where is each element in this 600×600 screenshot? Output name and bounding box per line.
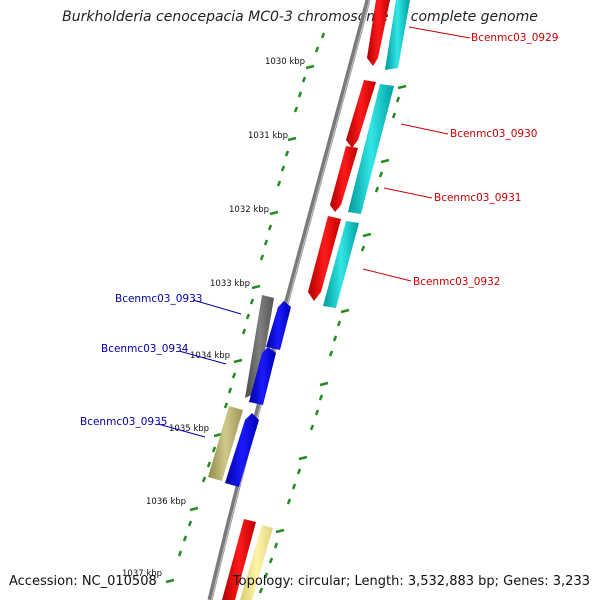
gene-arrow[interactable] xyxy=(330,146,358,212)
gene-label[interactable]: Bcenmc03_0930 xyxy=(450,128,537,140)
gene-arrow[interactable] xyxy=(367,0,390,66)
gene-arrow[interactable] xyxy=(222,519,256,600)
tick-label: 1036 kbp xyxy=(146,497,186,507)
gene-bar[interactable] xyxy=(323,221,359,308)
tick-label: 1030 kbp xyxy=(265,57,305,67)
gene-bar[interactable] xyxy=(240,525,273,600)
map-title: Burkholderia cenocepacia MC0-3 chromosom… xyxy=(62,9,538,25)
forward-cds-track xyxy=(222,0,390,600)
gene-bar[interactable] xyxy=(208,406,243,481)
outer-tick-ring xyxy=(165,32,326,584)
backbone-line xyxy=(207,0,371,600)
gene-bar[interactable] xyxy=(348,84,394,214)
left-gene-labels: Bcenmc03_0933 Bcenmc03_0934 Bcenmc03_093… xyxy=(80,293,242,438)
gene-label[interactable]: Bcenmc03_0935 xyxy=(80,416,167,428)
gene-arrow[interactable] xyxy=(346,80,376,148)
tick-label: 1035 kbp xyxy=(169,424,209,434)
tick-label: 1033 kbp xyxy=(210,279,250,289)
topology-text: Topology: circular; Length: 3,532,883 bp… xyxy=(232,574,590,589)
gene-arrow[interactable] xyxy=(249,347,276,405)
reverse-track xyxy=(208,295,291,487)
gene-arrow[interactable] xyxy=(225,413,259,487)
tick-label: 1037 kbp xyxy=(122,569,162,579)
right-gene-labels: Bcenmc03_0929 Bcenmc03_0930 Bcenmc03_093… xyxy=(362,26,558,288)
gene-arrow[interactable] xyxy=(266,301,291,350)
gene-label[interactable]: Bcenmc03_0932 xyxy=(413,276,500,288)
tick-label: 1034 kbp xyxy=(190,351,230,361)
tick-label: 1031 kbp xyxy=(248,131,288,141)
gene-bar[interactable] xyxy=(245,295,274,398)
gene-label[interactable]: Bcenmc03_0929 xyxy=(471,32,558,44)
gene-label[interactable]: Bcenmc03_0933 xyxy=(115,293,202,305)
gene-bar[interactable] xyxy=(385,0,410,70)
gene-label[interactable]: Bcenmc03_0934 xyxy=(101,343,189,355)
accession-text: Accession: NC_010508 xyxy=(9,574,157,589)
gene-arrow[interactable] xyxy=(308,216,341,301)
forward-cog-track xyxy=(240,0,410,600)
gene-label[interactable]: Bcenmc03_0931 xyxy=(434,192,521,204)
backbone-highlight xyxy=(210,0,371,600)
tick-label: 1032 kbp xyxy=(229,205,269,215)
